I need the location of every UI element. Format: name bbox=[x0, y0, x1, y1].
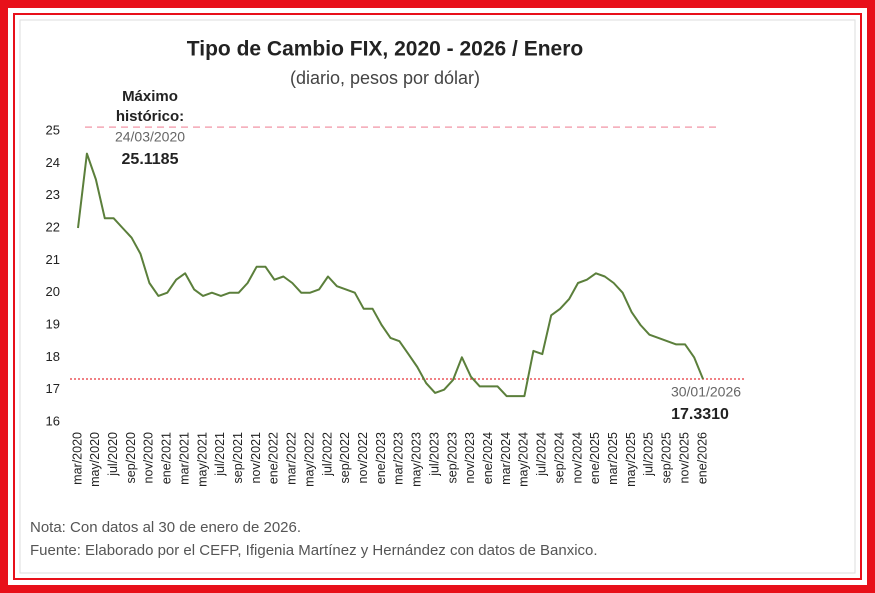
y-tick-label: 24 bbox=[46, 155, 60, 170]
note: Nota: Con datos al 30 de enero de 2026. bbox=[30, 519, 301, 536]
x-tick-label: sep/2020 bbox=[124, 432, 138, 483]
max-value: 25.1185 bbox=[122, 151, 179, 168]
x-tick-label: jul/2021 bbox=[213, 432, 227, 477]
fx-line bbox=[77, 152, 704, 398]
x-tick-label: nov/2024 bbox=[570, 432, 584, 483]
y-tick-label: 20 bbox=[46, 284, 60, 299]
y-tick-label: 25 bbox=[46, 122, 60, 137]
x-tick-label: may/2020 bbox=[88, 432, 102, 487]
x-tick-label: may/2022 bbox=[302, 432, 316, 487]
y-tick-label: 19 bbox=[46, 316, 60, 331]
x-tick-label: jul/2024 bbox=[535, 432, 549, 477]
x-tick-label: nov/2022 bbox=[356, 432, 370, 483]
x-tick-label: sep/2022 bbox=[338, 432, 352, 483]
y-tick-label: 22 bbox=[46, 219, 60, 234]
x-tick-label: sep/2021 bbox=[231, 432, 245, 483]
last-date: 30/01/2026 bbox=[671, 384, 741, 400]
x-tick-label: ene/2021 bbox=[160, 432, 174, 484]
frame-inner bbox=[13, 13, 862, 580]
x-tick-label: sep/2025 bbox=[660, 432, 674, 483]
x-tick-label: may/2023 bbox=[410, 432, 424, 487]
x-tick-label: sep/2023 bbox=[445, 432, 459, 483]
x-tick-label: nov/2020 bbox=[142, 432, 156, 483]
x-tick-label: mar/2024 bbox=[499, 432, 513, 485]
x-tick-label: jul/2020 bbox=[106, 432, 120, 477]
x-tick-label: jul/2023 bbox=[427, 432, 441, 477]
chart-subtitle: (diario, pesos por dólar) bbox=[290, 68, 480, 88]
x-tick-label: ene/2024 bbox=[481, 432, 495, 484]
last-value: 17.3310 bbox=[671, 406, 729, 423]
y-tick-label: 21 bbox=[46, 252, 60, 267]
x-tick-label: ene/2023 bbox=[374, 432, 388, 484]
x-tick-label: ene/2026 bbox=[695, 432, 709, 484]
x-tick-label: ene/2022 bbox=[267, 432, 281, 484]
x-tick-label: may/2021 bbox=[195, 432, 209, 487]
x-tick-label: mar/2025 bbox=[606, 432, 620, 485]
y-tick-label: 18 bbox=[46, 349, 60, 364]
x-tick-label: mar/2021 bbox=[177, 432, 191, 485]
x-tick-label: jul/2025 bbox=[642, 432, 656, 477]
x-tick-label: nov/2025 bbox=[677, 432, 691, 483]
max-title: histórico: bbox=[116, 108, 184, 125]
x-tick-label: mar/2023 bbox=[392, 432, 406, 485]
y-tick-label: 17 bbox=[46, 381, 60, 396]
x-tick-label: may/2024 bbox=[517, 432, 531, 487]
y-tick-label: 16 bbox=[46, 413, 60, 428]
x-tick-label: ene/2025 bbox=[588, 432, 602, 484]
max-title: Máximo bbox=[122, 88, 178, 105]
source: Fuente: Elaborado por el CEFP, Ifigenia … bbox=[30, 542, 598, 559]
x-tick-label: sep/2024 bbox=[552, 432, 566, 483]
chart-title: Tipo de Cambio FIX, 2020 - 2026 / Enero bbox=[187, 38, 583, 61]
x-tick-label: may/2025 bbox=[624, 432, 638, 487]
max-date: 24/03/2020 bbox=[115, 129, 185, 145]
x-tick-label: mar/2020 bbox=[70, 432, 84, 485]
x-tick-label: nov/2023 bbox=[463, 432, 477, 483]
x-tick-label: mar/2022 bbox=[285, 432, 299, 485]
x-tick-label: nov/2021 bbox=[249, 432, 263, 483]
y-tick-label: 23 bbox=[46, 187, 60, 202]
x-tick-label: jul/2022 bbox=[320, 432, 334, 477]
